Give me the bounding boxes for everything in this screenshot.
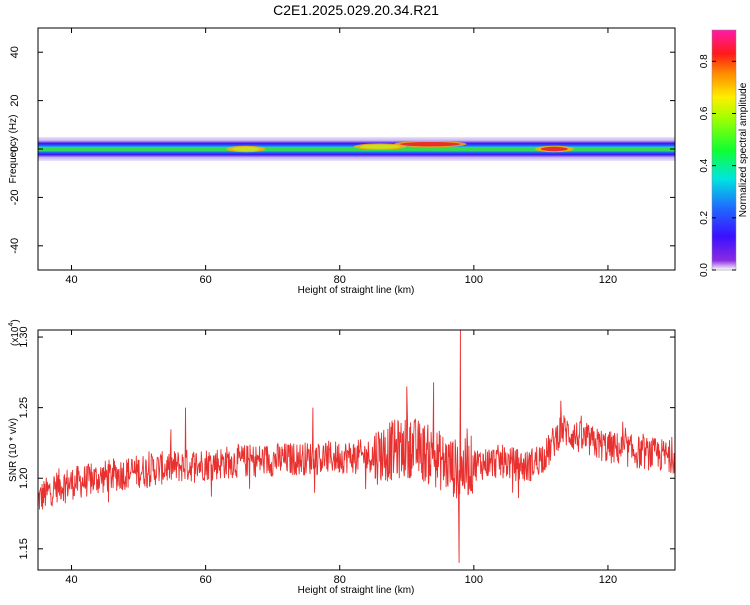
snr-x-ticks: 40 60 80 100 120 (65, 330, 617, 586)
spectrogram-x-tick-label: 120 (599, 274, 617, 286)
snr-y-axis-label: SNR (10 * v/v) (8, 418, 19, 482)
spectrogram-panel: 40 60 80 100 120 40 20 0 -20 -40 Height of strai… (8, 27, 676, 296)
colorbar-tick-label: 0.4 (699, 158, 710, 172)
snr-x-axis-label: Height of straight line (km) (298, 585, 415, 596)
snr-y-tick-label: 1.20 (18, 468, 30, 489)
snr-y-tick-label: 1.15 (18, 538, 30, 559)
spectrogram-y-tick-label: 20 (9, 94, 21, 106)
snr-plot-area (38, 330, 675, 563)
spectral-hotspot (540, 146, 568, 152)
colorbar: 0.0 0.2 0.4 0.6 0.8 Normalized spectral ampl… (699, 29, 749, 277)
snr-x-tick-label: 60 (200, 574, 212, 586)
colorbar-label: Normalized spectral amplitude (738, 82, 749, 217)
spectrogram-x-ticks: 40 60 80 100 120 (65, 28, 617, 286)
colorbar-tick-label: 0.6 (699, 106, 710, 120)
snr-x-tick-label: 100 (465, 574, 483, 586)
snr-series-line (38, 330, 675, 563)
spectrogram-x-tick-label: 80 (334, 274, 346, 286)
snr-x-tick-label: 40 (65, 574, 77, 586)
spectral-hotspot (359, 144, 401, 149)
snr-y-ticks: 1.30 1.25 1.20 1.15 (18, 326, 675, 560)
snr-y-multiplier-exponent: 4 (8, 323, 15, 327)
snr-x-tick-label: 80 (334, 574, 346, 586)
snr-x-tick-label: 120 (599, 574, 617, 586)
spectrogram-y-axis-label: Frequency (Hz) (8, 115, 19, 184)
spectrogram-y-tick-label: -40 (9, 238, 21, 254)
chart-title: C2E1.2025.029.20.34.R21 (273, 2, 439, 18)
spectral-hotspot (232, 146, 260, 152)
snr-y-tick-label: 1.25 (18, 397, 30, 418)
colorbar-ticks: 0.0 0.2 0.4 0.6 0.8 (699, 54, 736, 277)
colorbar-tick-label: 0.2 (699, 210, 710, 224)
colorbar-gradient-bar (711, 29, 737, 271)
spectrogram-x-tick-label: 100 (465, 274, 483, 286)
spectral-hotspot (400, 141, 461, 147)
spectrogram-y-tick-label: -20 (9, 189, 21, 205)
snr-y-multiplier-text: (x104) (8, 319, 21, 346)
snr-y-multiplier-base: (x10 (10, 326, 21, 346)
spectral-band-core (38, 147, 675, 151)
snr-y-multiplier: (x104) (8, 319, 21, 346)
spectrogram-x-tick-label: 40 (65, 274, 77, 286)
spectrogram-y-tick-label: 0 (9, 146, 21, 152)
snr-y-multiplier-close: ) (10, 319, 21, 322)
spectrogram-plot-area (38, 136, 675, 162)
snr-panel: 40 60 80 100 120 1.30 1.25 1.20 1.15 Height of … (8, 319, 676, 596)
spectrogram-y-tick-label: 40 (9, 46, 21, 58)
colorbar-tick-label: 0.8 (699, 54, 710, 68)
snr-y-tick-label: 1.30 (18, 326, 30, 347)
spectrogram-x-tick-label: 60 (200, 274, 212, 286)
spectrogram-y-ticks: 40 20 0 -20 -40 (9, 46, 675, 254)
colorbar-tick-label: 0.0 (699, 263, 710, 277)
snr-frame (37, 329, 676, 571)
spectrogram-x-axis-label: Height of straight line (km) (298, 285, 415, 296)
